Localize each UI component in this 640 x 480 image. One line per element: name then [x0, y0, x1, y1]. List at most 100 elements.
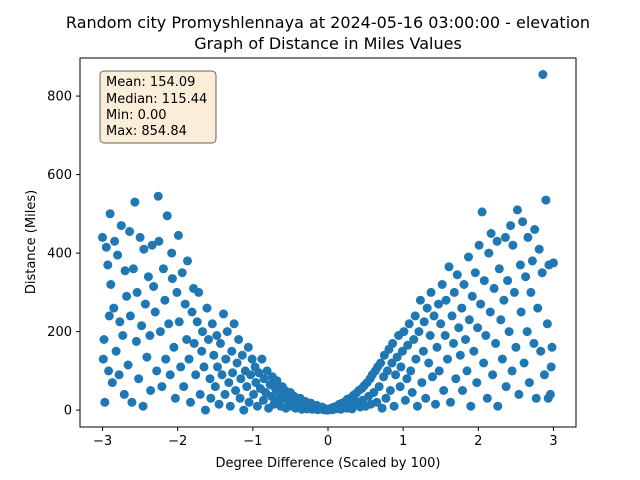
data-point — [107, 378, 117, 388]
data-point — [210, 382, 220, 392]
data-point — [214, 399, 224, 409]
data-point — [467, 291, 477, 301]
data-point — [259, 374, 269, 384]
y-tick-label: 200 — [47, 325, 72, 340]
data-point — [174, 317, 184, 327]
stats-max: Max: 854.84 — [106, 124, 187, 139]
data-point — [447, 311, 457, 321]
data-point — [407, 388, 417, 397]
data-point — [104, 311, 114, 321]
data-point — [521, 272, 531, 282]
data-point — [444, 262, 454, 272]
data-point — [476, 299, 486, 309]
data-point — [452, 270, 462, 280]
data-point — [192, 317, 202, 327]
data-point — [98, 354, 108, 364]
data-point — [411, 354, 421, 364]
data-point — [530, 225, 540, 234]
data-point — [212, 331, 222, 340]
data-point — [146, 386, 156, 395]
data-point — [403, 340, 413, 350]
data-point — [461, 335, 470, 344]
data-point — [143, 272, 153, 282]
data-points — [98, 70, 558, 415]
data-point — [197, 346, 207, 356]
stats-box-background — [99, 70, 217, 144]
data-point — [204, 335, 213, 344]
data-point — [165, 370, 175, 380]
data-point — [228, 368, 238, 378]
data-point — [272, 376, 282, 386]
data-point — [497, 354, 507, 364]
data-point — [501, 382, 511, 392]
data-point — [167, 274, 177, 284]
data-point — [454, 323, 464, 333]
data-point — [511, 342, 521, 352]
data-point — [516, 307, 526, 317]
data-point — [515, 260, 525, 270]
data-point — [477, 207, 487, 217]
stats-box: Mean: 154.09 Median: 115.44 Min: 0.00 Ma… — [99, 70, 217, 144]
data-point — [425, 331, 435, 340]
x-tick-label: 3 — [549, 434, 557, 449]
data-point — [101, 242, 111, 252]
data-point — [449, 287, 459, 297]
data-point — [526, 287, 536, 297]
data-point — [202, 303, 212, 313]
data-point — [150, 307, 160, 317]
data-point — [404, 319, 414, 329]
data-point — [234, 335, 244, 344]
data-point — [137, 321, 147, 331]
data-point — [472, 378, 482, 388]
data-point — [464, 315, 474, 325]
data-point — [147, 240, 157, 250]
data-point — [220, 389, 230, 399]
data-point — [436, 319, 446, 329]
data-point — [173, 230, 183, 240]
data-point — [157, 382, 167, 392]
data-point — [492, 236, 502, 246]
data-point — [164, 319, 174, 329]
data-point — [518, 217, 528, 227]
y-tick-label: 800 — [47, 90, 72, 105]
data-point — [396, 362, 406, 372]
data-point — [508, 240, 518, 250]
data-point — [216, 338, 225, 348]
data-point — [207, 319, 217, 329]
data-point — [485, 307, 495, 317]
data-point — [187, 307, 197, 317]
data-point — [397, 346, 407, 356]
data-point — [167, 248, 177, 258]
data-point — [462, 366, 472, 376]
y-tick-label: 400 — [47, 247, 72, 262]
data-point — [243, 342, 253, 352]
stats-mean: Mean: 154.09 — [106, 75, 195, 90]
data-point — [428, 372, 437, 382]
data-point — [395, 382, 405, 392]
data-point — [523, 232, 533, 242]
data-point — [409, 335, 419, 344]
data-point — [434, 366, 444, 376]
data-point — [391, 370, 401, 380]
data-point — [267, 391, 277, 401]
data-point — [479, 358, 489, 368]
data-point — [537, 268, 547, 278]
data-point — [493, 401, 503, 411]
data-point — [116, 221, 126, 231]
data-point — [235, 393, 245, 403]
data-point — [482, 393, 492, 403]
data-point — [184, 354, 194, 364]
data-point — [529, 338, 539, 348]
data-point — [155, 327, 165, 337]
data-point — [509, 287, 519, 297]
data-point — [258, 395, 268, 405]
data-point — [201, 405, 210, 415]
data-point — [152, 366, 162, 376]
data-point — [127, 397, 137, 407]
data-point — [491, 338, 501, 348]
data-point — [254, 368, 264, 378]
data-point — [473, 323, 483, 333]
data-point — [415, 295, 425, 305]
data-point — [500, 232, 510, 242]
data-point — [162, 211, 172, 221]
